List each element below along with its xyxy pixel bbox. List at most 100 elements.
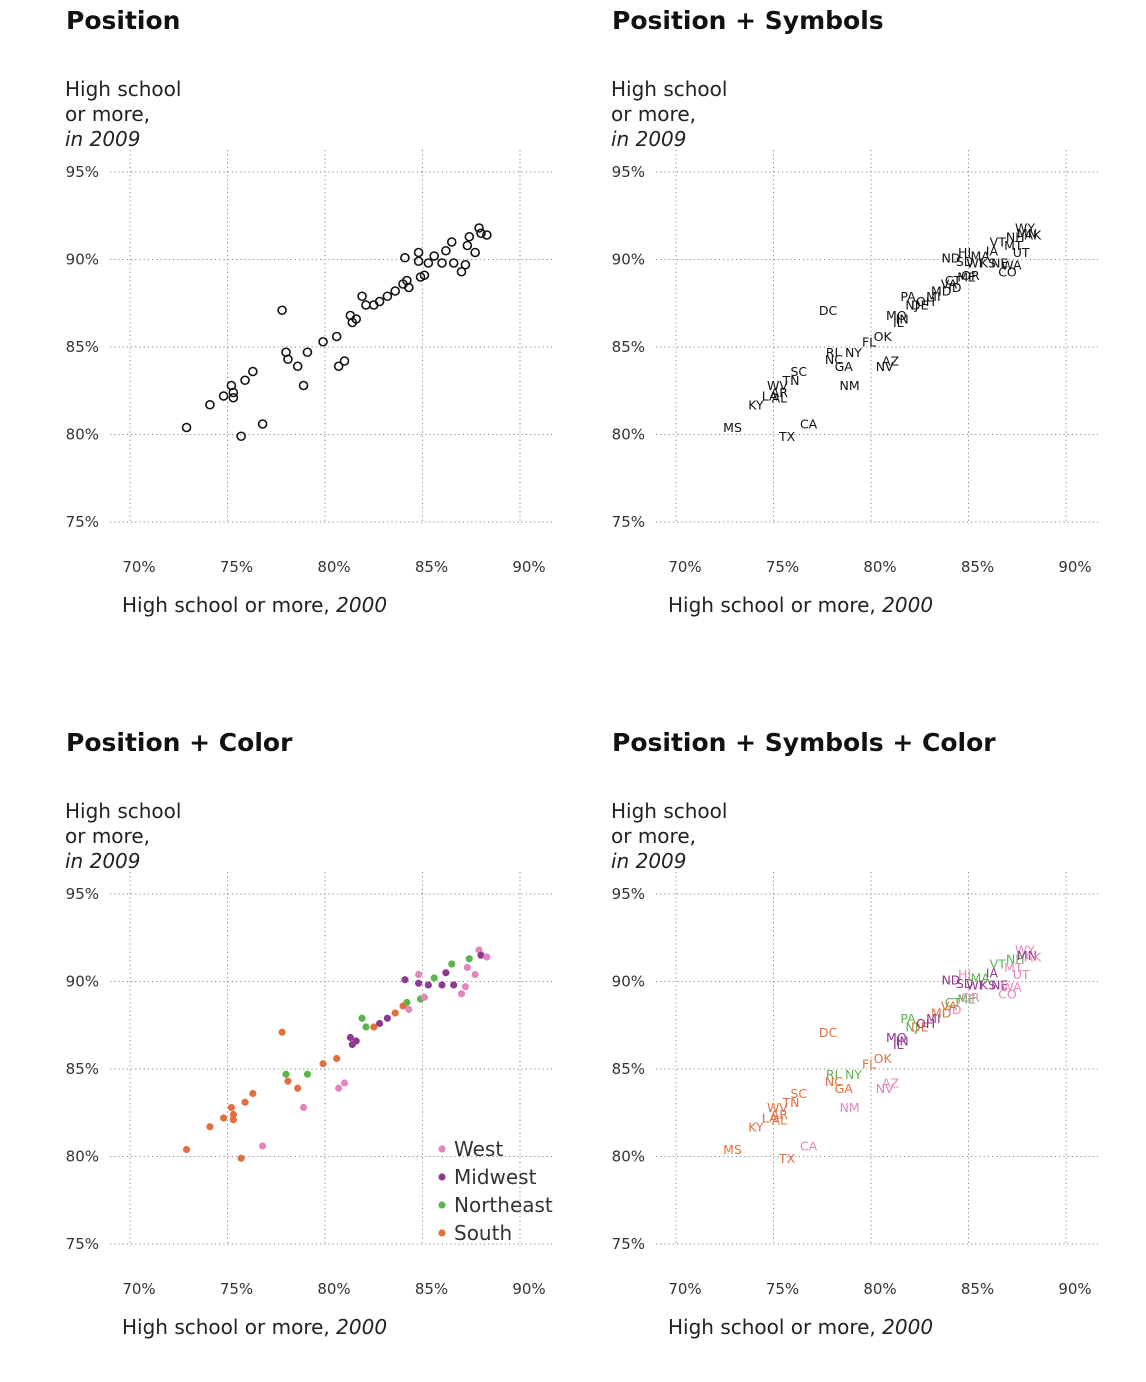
legend-label: South: [454, 1221, 512, 1245]
data-point: [302, 347, 313, 358]
state-label: ID: [948, 280, 961, 295]
state-label: ME: [957, 992, 976, 1007]
data-point: [405, 1005, 413, 1014]
panel-position: Position High school or more, in 2009 75…: [0, 0, 552, 660]
state-label: LA: [762, 1111, 778, 1126]
state-label: GA: [835, 359, 854, 374]
data-point: [357, 291, 367, 302]
panel-position-symbols: Position + Symbols High school or more, …: [546, 0, 1098, 660]
state-label: TX: [778, 1151, 796, 1166]
state-label: MA: [971, 971, 991, 986]
y-axis-label-line2: or more,: [65, 824, 150, 848]
data-point: [248, 366, 258, 377]
y-axis-label: High school or more, in 2009: [65, 77, 181, 152]
state-label: NV: [876, 359, 894, 374]
data-point: [463, 963, 471, 972]
state-label: RI: [826, 1067, 838, 1082]
y-axis-label-year: in 2009: [65, 127, 141, 151]
x-axis-label-main: High school or more,: [668, 1315, 883, 1339]
x-tick-label: 80%: [863, 558, 896, 576]
data-point: [229, 1110, 237, 1119]
data-point: [438, 981, 446, 989]
state-label: TN: [782, 1095, 800, 1110]
data-point: [474, 223, 484, 233]
legend-swatch: [438, 1201, 446, 1209]
y-axis-label-year: in 2009: [611, 849, 687, 873]
x-axis-label-year: 2000: [336, 593, 388, 617]
data-point: [483, 953, 491, 961]
data-point: [278, 1028, 286, 1036]
data-point: [352, 1037, 360, 1045]
state-label: ND: [941, 972, 960, 987]
data-point: [413, 247, 424, 258]
state-label: NJ: [905, 298, 918, 313]
y-axis-label-year: in 2009: [65, 849, 141, 873]
data-point: [351, 314, 362, 324]
state-label: KS: [980, 256, 996, 271]
data-point: [476, 228, 486, 239]
data-point: [318, 336, 328, 347]
data-point: [398, 279, 408, 289]
state-label: OK: [874, 1051, 893, 1066]
state-label: LA: [762, 389, 778, 404]
state-label: TN: [782, 373, 800, 388]
state-label: VT: [990, 957, 1007, 972]
y-axis-label: High school or more, in 2009: [611, 799, 727, 874]
legend-swatch: [438, 1145, 446, 1153]
state-label: MT: [1004, 960, 1023, 975]
state-label: SD: [956, 976, 974, 991]
state-label: MI: [926, 289, 940, 304]
data-point: [303, 1070, 312, 1078]
data-point: [471, 970, 479, 979]
state-label: IN: [896, 312, 909, 327]
state-label: DC: [819, 1025, 838, 1040]
y-tick-label: 95%: [66, 885, 99, 903]
legend-label: Northeast: [454, 1193, 553, 1217]
y-tick-label: 85%: [66, 338, 99, 356]
data-point: [319, 1060, 327, 1068]
state-label: MD: [931, 284, 951, 299]
data-point: [441, 245, 451, 256]
data-point: [465, 955, 473, 963]
state-label: CT: [945, 273, 962, 288]
data-point: [205, 399, 215, 410]
y-tick-label: 75%: [66, 513, 99, 531]
data-point: [277, 305, 287, 316]
state-label: HI: [958, 245, 971, 260]
data-point: [340, 1079, 349, 1087]
state-label: VA: [941, 999, 958, 1014]
y-tick-label: 80%: [66, 1148, 99, 1166]
y-tick-label: 80%: [612, 1148, 645, 1166]
state-label: NC: [825, 1074, 843, 1089]
state-label: OH: [916, 1016, 935, 1031]
y-tick-label: 85%: [612, 1060, 645, 1078]
state-label: MD: [931, 1006, 951, 1021]
state-label: MT: [1004, 238, 1023, 253]
state-label: KY: [748, 1119, 764, 1134]
scatter-plot: 75% 80% 85% 90% 95% 70% 75% 80% 85% 90% MS KYLAARAL…: [612, 150, 1098, 576]
state-label: WY: [1015, 943, 1035, 958]
x-tick-label: 70%: [122, 1280, 155, 1298]
data-point: [482, 230, 492, 240]
y-tick-label: 90%: [612, 251, 645, 269]
data-point: [346, 1033, 354, 1042]
data-point: [284, 1077, 292, 1085]
data-point: [437, 258, 447, 268]
x-tick-label: 80%: [863, 1280, 896, 1298]
scatter-plot: 75% 80% 85% 90% 95% 70% 75% 80% 85% 90% MS KYLAARAL…: [612, 872, 1098, 1298]
state-label: MA: [971, 249, 991, 264]
state-label: RI: [826, 345, 838, 360]
x-tick-label: 75%: [766, 558, 799, 576]
y-axis-label-line1: High school: [65, 77, 182, 101]
data-point: [249, 1089, 257, 1098]
state-label: UT: [1013, 245, 1030, 260]
data-point: [182, 1145, 191, 1154]
x-tick-label: 90%: [1058, 1280, 1091, 1298]
state-label: OK: [874, 329, 893, 344]
y-axis-label-line1: High school: [65, 799, 182, 823]
state-label: DE: [911, 298, 929, 313]
state-label: SD: [956, 254, 974, 269]
x-tick-label: 90%: [512, 1280, 545, 1298]
y-axis-label-line1: High school: [611, 77, 728, 101]
scatter-plot: 75% 80% 85% 90% 95% 70% 75% 80% 85% 90%: [66, 150, 552, 576]
